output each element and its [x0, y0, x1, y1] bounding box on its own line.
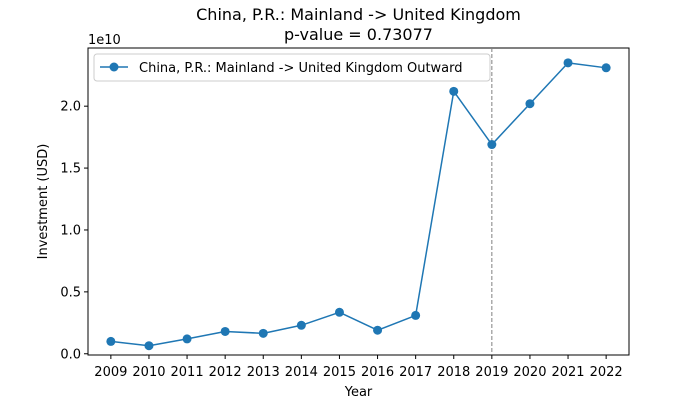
data-point — [487, 140, 497, 150]
x-axis-label: Year — [344, 385, 373, 400]
x-tick-label: 2011 — [171, 365, 204, 380]
data-point — [601, 63, 611, 73]
x-tick-label: 2016 — [361, 365, 394, 380]
legend-label: China, P.R.: Mainland -> United Kingdom … — [139, 61, 463, 76]
chart-subtitle: p-value = 0.73077 — [284, 25, 433, 44]
x-tick-label: 2018 — [437, 365, 470, 380]
data-point — [106, 336, 116, 346]
data-point — [144, 341, 154, 351]
data-point — [563, 58, 573, 68]
x-tick-label: 2019 — [475, 365, 508, 380]
x-tick-label: 2014 — [285, 365, 318, 380]
plot-frame — [87, 47, 630, 356]
y-offset-label: 1e10 — [88, 33, 121, 48]
data-point — [411, 310, 421, 320]
x-tick-label: 2020 — [513, 365, 546, 380]
x-tick-label: 2015 — [323, 365, 356, 380]
data-point — [258, 328, 268, 338]
y-tick-label: 1.0 — [60, 223, 81, 238]
data-point — [525, 99, 535, 109]
y-axis-label: Investment (USD) — [36, 144, 51, 260]
data-point — [182, 334, 192, 344]
legend-marker-swatch — [109, 62, 119, 72]
data-point — [220, 326, 230, 336]
x-tick-label: 2012 — [209, 365, 242, 380]
y-tick-label: 0.5 — [60, 285, 81, 300]
data-point — [449, 86, 459, 96]
x-tick-label: 2010 — [132, 365, 165, 380]
x-tick-label: 2021 — [551, 365, 584, 380]
data-point — [296, 320, 306, 330]
legend: China, P.R.: Mainland -> United Kingdom … — [93, 53, 491, 82]
y-tick-label: 1.5 — [60, 162, 81, 177]
data-point — [373, 325, 383, 335]
y-tick-label: 0.0 — [60, 347, 81, 362]
x-tick-label: 2013 — [247, 365, 280, 380]
y-tick-label: 2.0 — [60, 100, 81, 115]
data-point — [334, 307, 344, 317]
x-tick-label: 2022 — [590, 365, 623, 380]
x-tick-label: 2017 — [399, 365, 432, 380]
series-line — [110, 62, 607, 347]
legend-frame — [93, 53, 491, 82]
x-tick-label: 2009 — [94, 365, 127, 380]
chart-title: China, P.R.: Mainland -> United Kingdom — [196, 5, 521, 24]
